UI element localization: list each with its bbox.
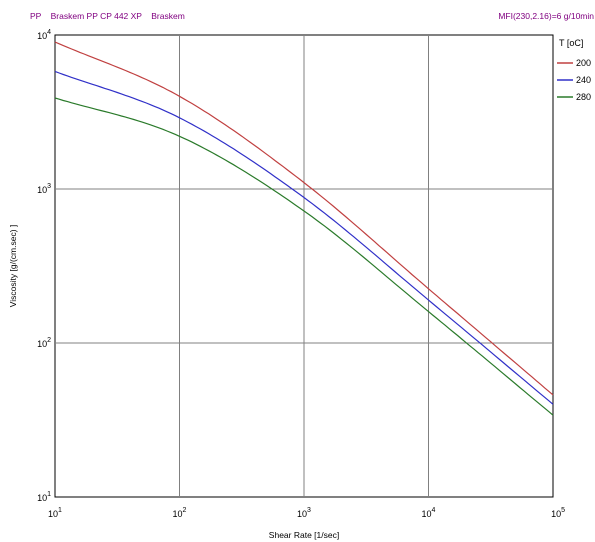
y-tick-label: 104	[37, 29, 51, 41]
legend: T [oC] 200 240 280	[557, 38, 591, 102]
chart-header-right: MFI(230,2.16)=6 g/10min	[498, 11, 594, 21]
x-tick-label: 105	[551, 507, 565, 519]
grid	[55, 35, 553, 497]
y-tick-label: 101	[37, 491, 51, 503]
x-tick-label: 104	[422, 507, 436, 519]
y-tick-label: 102	[37, 337, 51, 349]
legend-label-280: 280	[576, 92, 591, 102]
legend-label-240: 240	[576, 75, 591, 85]
series-line-200	[54, 41, 554, 396]
x-tick-label: 103	[297, 507, 311, 519]
series-layer	[54, 41, 554, 416]
series-line-280	[54, 97, 554, 416]
x-tick-label: 101	[48, 507, 62, 519]
series-line-240	[54, 70, 554, 405]
legend-label-200: 200	[576, 58, 591, 68]
y-axis-label: Viscosity [g/(cm.sec) ]	[8, 225, 18, 308]
x-axis-label: Shear Rate [1/sec]	[269, 530, 339, 540]
tick-labels: 101 102 103 104 105 101 102 103 104	[37, 29, 565, 519]
x-tick-label: 102	[173, 507, 187, 519]
chart-header-left: PP Braskem PP CP 442 XP Braskem	[30, 11, 185, 21]
y-tick-label: 103	[37, 183, 51, 195]
legend-title: T [oC]	[559, 38, 583, 48]
